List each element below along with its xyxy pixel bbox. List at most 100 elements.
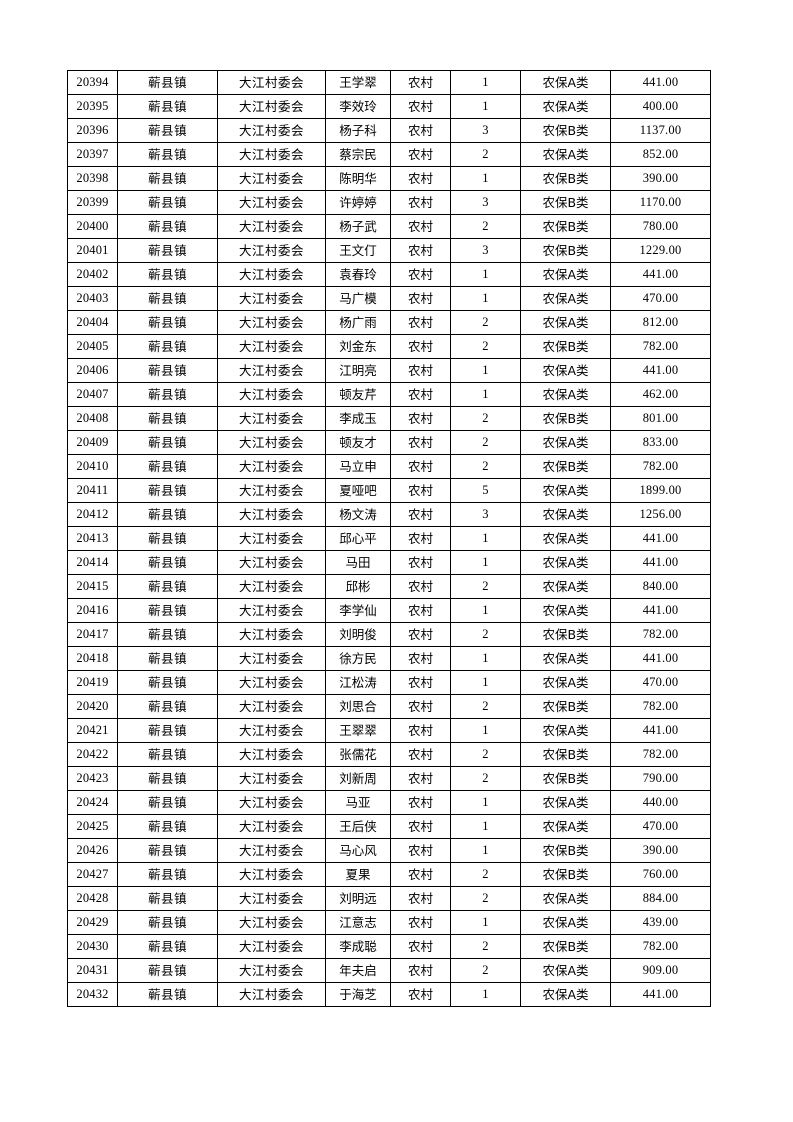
- cell-category: 农保A类: [520, 382, 611, 407]
- cell-id: 20406: [67, 358, 118, 383]
- cell-amount: 782.00: [610, 334, 711, 359]
- cell-amount: 812.00: [610, 310, 711, 335]
- cell-residence-type: 农村: [390, 406, 451, 431]
- cell-amount: 441.00: [610, 550, 711, 575]
- cell-town: 蕲县镇: [117, 694, 218, 719]
- cell-id: 20430: [67, 934, 118, 959]
- cell-name: 李效玲: [325, 94, 391, 119]
- cell-id: 20426: [67, 838, 118, 863]
- cell-category: 农保B类: [520, 694, 611, 719]
- cell-category: 农保B类: [520, 622, 611, 647]
- cell-residence-type: 农村: [390, 190, 451, 215]
- cell-village: 大江村委会: [217, 550, 326, 575]
- cell-residence-type: 农村: [390, 934, 451, 959]
- cell-name: 刘明俊: [325, 622, 391, 647]
- cell-amount: 1170.00: [610, 190, 711, 215]
- cell-household-count: 1: [450, 646, 521, 671]
- cell-amount: 1137.00: [610, 118, 711, 143]
- cell-residence-type: 农村: [390, 622, 451, 647]
- cell-category: 农保B类: [520, 118, 611, 143]
- cell-town: 蕲县镇: [117, 862, 218, 887]
- cell-household-count: 1: [450, 550, 521, 575]
- cell-name: 杨广雨: [325, 310, 391, 335]
- cell-amount: 782.00: [610, 622, 711, 647]
- cell-category: 农保B类: [520, 838, 611, 863]
- table-row: 20418 蕲县镇 大江村委会 徐方民 农村 1 农保A类 441.00: [67, 646, 711, 671]
- cell-town: 蕲县镇: [117, 670, 218, 695]
- cell-village: 大江村委会: [217, 574, 326, 599]
- table-row: 20429 蕲县镇 大江村委会 江意志 农村 1 农保A类 439.00: [67, 910, 711, 935]
- cell-village: 大江村委会: [217, 502, 326, 527]
- cell-amount: 441.00: [610, 262, 711, 287]
- table-row: 20394 蕲县镇 大江村委会 王学翠 农村 1 农保A类 441.00: [67, 70, 711, 95]
- cell-town: 蕲县镇: [117, 838, 218, 863]
- cell-name: 蔡宗民: [325, 142, 391, 167]
- table-row: 20423 蕲县镇 大江村委会 刘新周 农村 2 农保B类 790.00: [67, 766, 711, 791]
- cell-residence-type: 农村: [390, 598, 451, 623]
- cell-town: 蕲县镇: [117, 118, 218, 143]
- cell-residence-type: 农村: [390, 718, 451, 743]
- cell-village: 大江村委会: [217, 238, 326, 263]
- cell-household-count: 1: [450, 262, 521, 287]
- cell-name: 杨文涛: [325, 502, 391, 527]
- cell-id: 20396: [67, 118, 118, 143]
- cell-residence-type: 农村: [390, 958, 451, 983]
- cell-id: 20400: [67, 214, 118, 239]
- cell-category: 农保B类: [520, 406, 611, 431]
- cell-household-count: 2: [450, 934, 521, 959]
- cell-household-count: 1: [450, 358, 521, 383]
- cell-residence-type: 农村: [390, 358, 451, 383]
- cell-household-count: 1: [450, 286, 521, 311]
- cell-amount: 441.00: [610, 982, 711, 1007]
- cell-id: 20410: [67, 454, 118, 479]
- table-row: 20409 蕲县镇 大江村委会 顿友才 农村 2 农保A类 833.00: [67, 430, 711, 455]
- cell-village: 大江村委会: [217, 790, 326, 815]
- cell-town: 蕲县镇: [117, 358, 218, 383]
- cell-household-count: 1: [450, 526, 521, 551]
- cell-village: 大江村委会: [217, 982, 326, 1007]
- cell-id: 20421: [67, 718, 118, 743]
- cell-category: 农保A类: [520, 310, 611, 335]
- cell-name: 杨子武: [325, 214, 391, 239]
- cell-town: 蕲县镇: [117, 550, 218, 575]
- table-row: 20422 蕲县镇 大江村委会 张儒花 农村 2 农保B类 782.00: [67, 742, 711, 767]
- cell-residence-type: 农村: [390, 886, 451, 911]
- cell-village: 大江村委会: [217, 838, 326, 863]
- cell-residence-type: 农村: [390, 550, 451, 575]
- table-row: 20430 蕲县镇 大江村委会 李成聪 农村 2 农保B类 782.00: [67, 934, 711, 959]
- cell-village: 大江村委会: [217, 358, 326, 383]
- cell-id: 20412: [67, 502, 118, 527]
- cell-town: 蕲县镇: [117, 910, 218, 935]
- cell-residence-type: 农村: [390, 118, 451, 143]
- table-row: 20408 蕲县镇 大江村委会 李成玉 农村 2 农保B类 801.00: [67, 406, 711, 431]
- cell-household-count: 5: [450, 478, 521, 503]
- cell-amount: 782.00: [610, 694, 711, 719]
- table-row: 20402 蕲县镇 大江村委会 袁春玲 农村 1 农保A类 441.00: [67, 262, 711, 287]
- cell-village: 大江村委会: [217, 742, 326, 767]
- cell-name: 于海芝: [325, 982, 391, 1007]
- table-row: 20421 蕲县镇 大江村委会 王翠翠 农村 1 农保A类 441.00: [67, 718, 711, 743]
- cell-residence-type: 农村: [390, 310, 451, 335]
- cell-amount: 782.00: [610, 934, 711, 959]
- cell-category: 农保B类: [520, 166, 611, 191]
- cell-category: 农保A类: [520, 790, 611, 815]
- cell-household-count: 1: [450, 814, 521, 839]
- cell-amount: 1256.00: [610, 502, 711, 527]
- cell-id: 20398: [67, 166, 118, 191]
- table-row: 20406 蕲县镇 大江村委会 江明亮 农村 1 农保A类 441.00: [67, 358, 711, 383]
- cell-id: 20422: [67, 742, 118, 767]
- cell-residence-type: 农村: [390, 142, 451, 167]
- cell-name: 袁春玲: [325, 262, 391, 287]
- cell-household-count: 3: [450, 118, 521, 143]
- table-row: 20424 蕲县镇 大江村委会 马亚 农村 1 农保A类 440.00: [67, 790, 711, 815]
- cell-household-count: 3: [450, 238, 521, 263]
- cell-residence-type: 农村: [390, 526, 451, 551]
- cell-category: 农保A类: [520, 94, 611, 119]
- cell-town: 蕲县镇: [117, 790, 218, 815]
- cell-household-count: 1: [450, 982, 521, 1007]
- cell-id: 20417: [67, 622, 118, 647]
- table-row: 20398 蕲县镇 大江村委会 陈明华 农村 1 农保B类 390.00: [67, 166, 711, 191]
- cell-amount: 801.00: [610, 406, 711, 431]
- cell-category: 农保B类: [520, 862, 611, 887]
- cell-town: 蕲县镇: [117, 814, 218, 839]
